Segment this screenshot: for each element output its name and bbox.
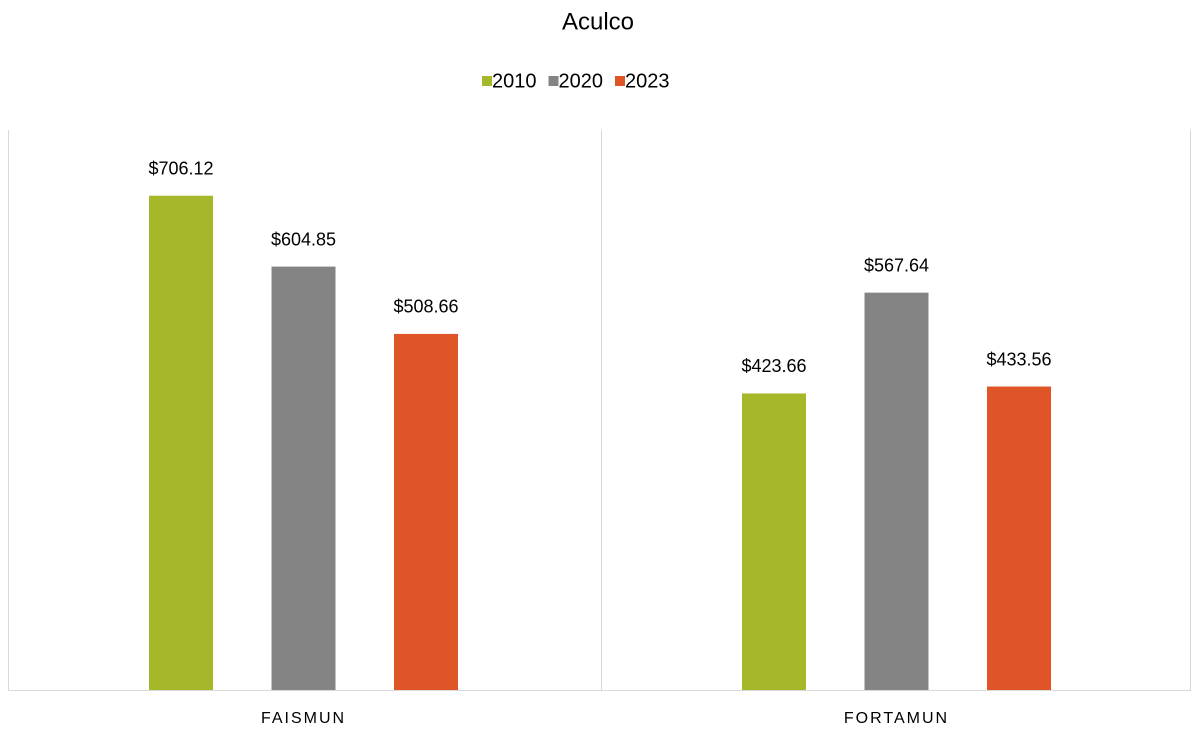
data-label: $567.64 bbox=[864, 255, 929, 275]
data-label: $706.12 bbox=[148, 158, 213, 178]
legend-label: 2023 bbox=[625, 70, 670, 92]
legend-label: 2010 bbox=[492, 70, 537, 92]
x-tick-label: FAISMUN bbox=[261, 710, 346, 727]
data-label: $433.56 bbox=[986, 349, 1051, 369]
bar bbox=[394, 333, 458, 690]
bar bbox=[742, 393, 806, 690]
legend-swatch bbox=[548, 76, 559, 86]
legend-swatch bbox=[482, 76, 492, 86]
legend-swatch bbox=[615, 76, 625, 86]
bar bbox=[864, 292, 929, 690]
x-tick-label: FORTAMUN bbox=[844, 710, 949, 727]
bar bbox=[149, 195, 213, 690]
data-label: $604.85 bbox=[271, 229, 336, 249]
data-label: $423.66 bbox=[741, 356, 806, 376]
chart-title: Aculco bbox=[562, 8, 634, 35]
legend-label: 2020 bbox=[559, 70, 604, 92]
data-label: $508.66 bbox=[393, 297, 458, 317]
bar bbox=[271, 266, 336, 690]
bar bbox=[987, 386, 1051, 690]
